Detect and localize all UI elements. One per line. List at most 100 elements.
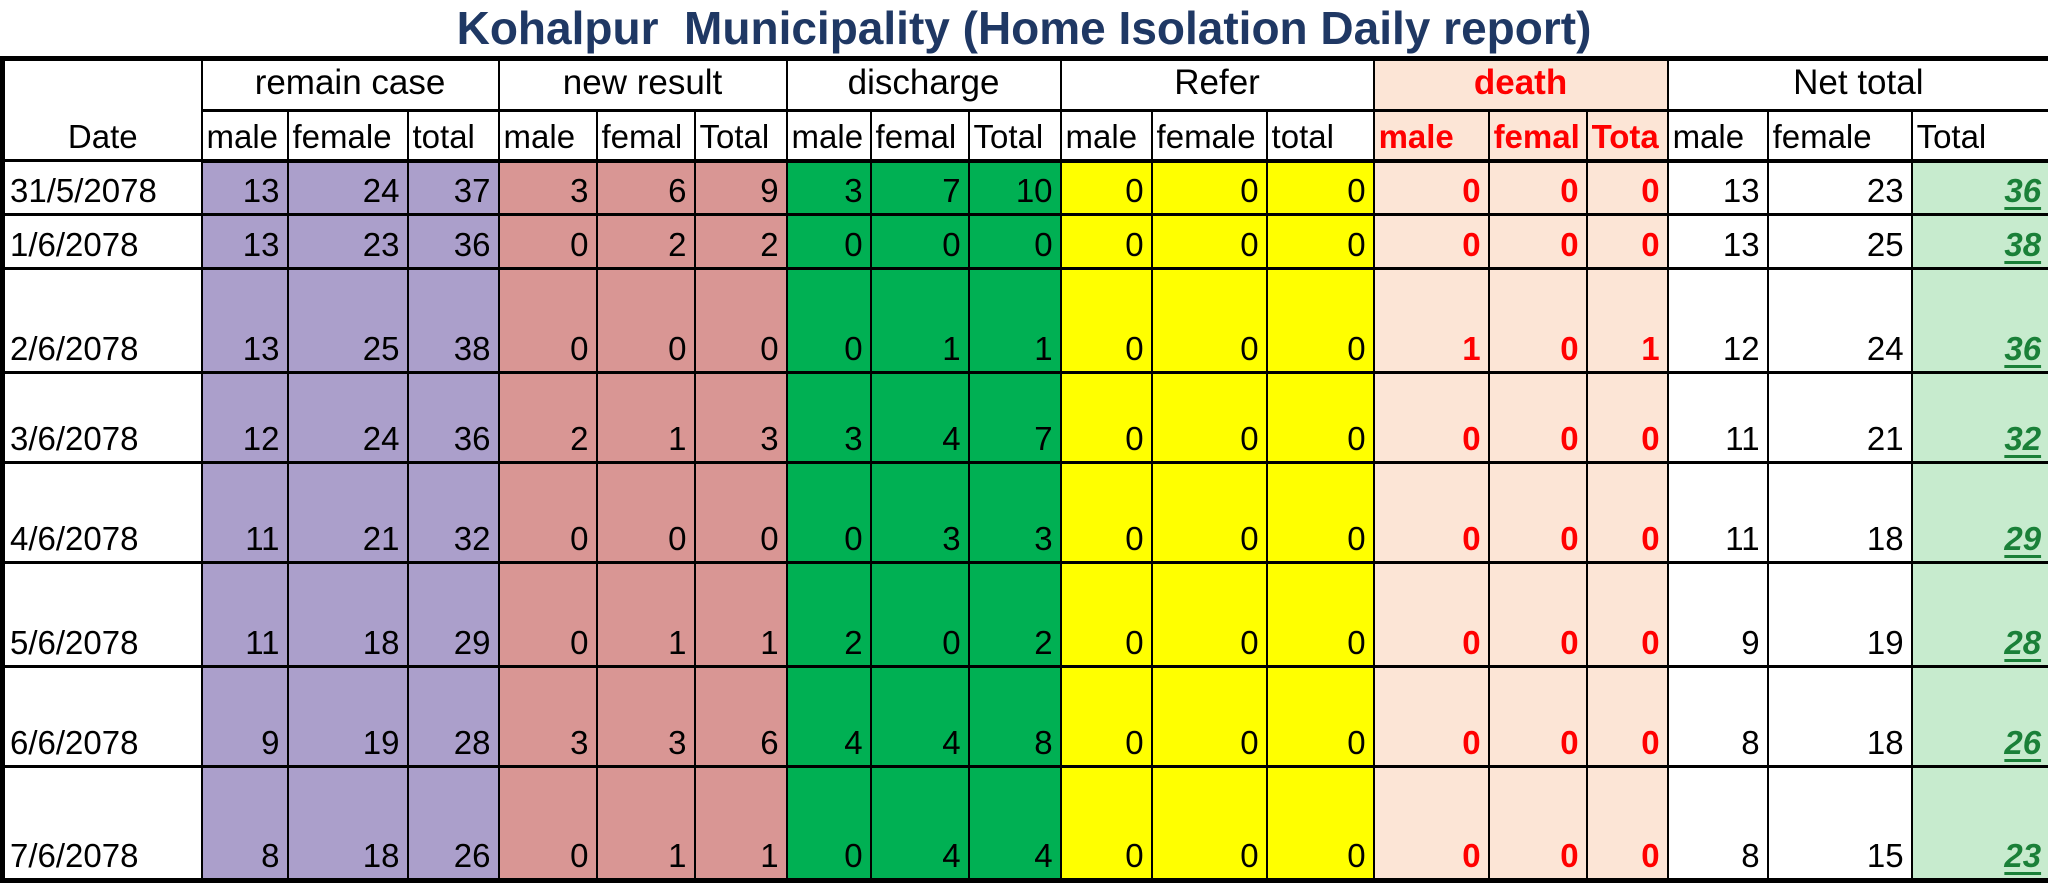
new-result-cell: 3	[499, 161, 597, 215]
new-result-cell: 0	[499, 463, 597, 563]
discharge-cell: 4	[871, 667, 969, 767]
subheader-remain-female: female	[288, 111, 408, 161]
discharge-cell: 3	[787, 373, 871, 463]
net-total-cell: 36	[1912, 269, 2048, 373]
refer-cell: 0	[1152, 215, 1267, 269]
net-total-cell: 38	[1912, 215, 2048, 269]
remain-case-cell: 11	[202, 463, 288, 563]
subheader-remain-total: total	[408, 111, 499, 161]
net-total-cell: 28	[1912, 563, 2048, 667]
subheader-refer-female: female	[1152, 111, 1267, 161]
new-result-cell: 1	[597, 563, 695, 667]
net-total-cell: 26	[1912, 667, 2048, 767]
new-result-cell: 0	[499, 767, 597, 881]
subheader-death-total: Tota	[1587, 111, 1668, 161]
discharge-cell: 4	[969, 767, 1061, 881]
refer-cell: 0	[1061, 767, 1152, 881]
date-cell: 3/6/2078	[3, 373, 202, 463]
death-cell: 0	[1489, 667, 1587, 767]
refer-cell: 0	[1061, 463, 1152, 563]
new-result-cell: 1	[597, 373, 695, 463]
net-total-cell: 15	[1768, 767, 1912, 881]
remain-case-cell: 32	[408, 463, 499, 563]
death-cell: 1	[1587, 269, 1668, 373]
new-result-cell: 6	[695, 667, 787, 767]
remain-case-cell: 36	[408, 373, 499, 463]
discharge-cell: 10	[969, 161, 1061, 215]
subheader-net-total: Total	[1912, 111, 2048, 161]
death-cell: 0	[1489, 563, 1587, 667]
death-cell: 0	[1587, 161, 1668, 215]
remain-case-cell: 13	[202, 269, 288, 373]
group-header-refer: Refer	[1061, 59, 1374, 111]
discharge-cell: 7	[969, 373, 1061, 463]
subheader-death-female: femal	[1489, 111, 1587, 161]
discharge-cell: 4	[871, 373, 969, 463]
refer-cell: 0	[1267, 463, 1374, 563]
discharge-cell: 0	[871, 215, 969, 269]
refer-cell: 0	[1152, 161, 1267, 215]
net-total-cell: 23	[1768, 161, 1912, 215]
discharge-cell: 2	[787, 563, 871, 667]
page-title: Kohalpur Municipality (Home Isolation Da…	[0, 0, 2048, 56]
remain-case-cell: 19	[288, 667, 408, 767]
death-cell: 0	[1587, 767, 1668, 881]
discharge-cell: 0	[871, 563, 969, 667]
death-cell: 0	[1489, 161, 1587, 215]
net-total-cell: 18	[1768, 667, 1912, 767]
death-cell: 0	[1374, 667, 1489, 767]
net-total-cell: 11	[1668, 463, 1768, 563]
net-total-cell: 9	[1668, 563, 1768, 667]
remain-case-cell: 37	[408, 161, 499, 215]
date-column-header: Date	[3, 59, 202, 161]
death-cell: 0	[1587, 463, 1668, 563]
net-total-cell: 13	[1668, 215, 1768, 269]
refer-cell: 0	[1152, 373, 1267, 463]
group-header-discharge: discharge	[787, 59, 1061, 111]
net-total-cell: 21	[1768, 373, 1912, 463]
subheader-refer-male: male	[1061, 111, 1152, 161]
net-total-cell: 13	[1668, 161, 1768, 215]
remain-case-cell: 18	[288, 563, 408, 667]
death-cell: 0	[1489, 215, 1587, 269]
new-result-cell: 0	[499, 269, 597, 373]
remain-case-cell: 28	[408, 667, 499, 767]
net-total-cell: 12	[1668, 269, 1768, 373]
net-total-cell: 18	[1768, 463, 1912, 563]
date-cell: 4/6/2078	[3, 463, 202, 563]
discharge-cell: 8	[969, 667, 1061, 767]
net-total-cell: 8	[1668, 667, 1768, 767]
new-result-cell: 1	[695, 767, 787, 881]
net-total-cell: 32	[1912, 373, 2048, 463]
date-cell: 7/6/2078	[3, 767, 202, 881]
subheader-new-male: male	[499, 111, 597, 161]
refer-cell: 0	[1267, 161, 1374, 215]
death-cell: 0	[1587, 563, 1668, 667]
remain-case-cell: 11	[202, 563, 288, 667]
new-result-cell: 1	[597, 767, 695, 881]
death-cell: 0	[1374, 563, 1489, 667]
date-cell: 6/6/2078	[3, 667, 202, 767]
remain-case-cell: 18	[288, 767, 408, 881]
date-cell: 1/6/2078	[3, 215, 202, 269]
group-header-remain-case: remain case	[202, 59, 499, 111]
refer-cell: 0	[1061, 563, 1152, 667]
refer-cell: 0	[1152, 667, 1267, 767]
new-result-cell: 1	[695, 563, 787, 667]
death-cell: 0	[1374, 463, 1489, 563]
remain-case-cell: 13	[202, 161, 288, 215]
discharge-cell: 3	[969, 463, 1061, 563]
refer-cell: 0	[1061, 215, 1152, 269]
remain-case-cell: 25	[288, 269, 408, 373]
new-result-cell: 6	[597, 161, 695, 215]
death-cell: 0	[1587, 373, 1668, 463]
death-cell: 0	[1587, 667, 1668, 767]
subheader-remain-male: male	[202, 111, 288, 161]
